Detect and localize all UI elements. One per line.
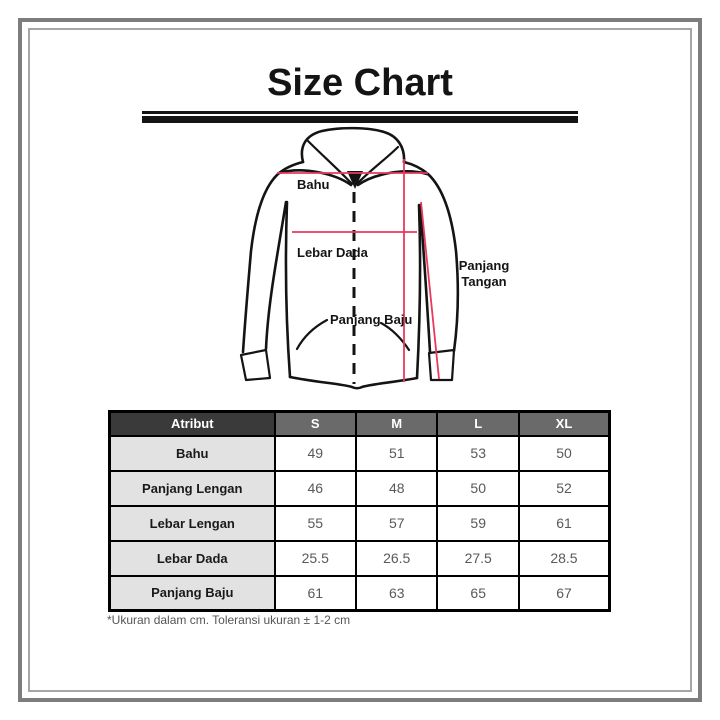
cell-value: 53: [436, 434, 520, 472]
table-header-row: Atribut S M L XL: [108, 410, 611, 437]
label-sleeve-length-line2: Tangan: [461, 274, 506, 289]
title-divider-thin-line: [142, 111, 578, 114]
row-label: Panjang Baju: [108, 574, 276, 612]
cell-value: 48: [354, 469, 439, 507]
cell-value: 57: [354, 504, 439, 542]
header-size-xl: XL: [517, 410, 611, 437]
table-row: Panjang Baju 61 63 65 67: [108, 574, 611, 612]
measurement-tolerance-note: *Ukuran dalam cm. Toleransi ukuran ± 1-2…: [107, 613, 351, 627]
jacket-right-cuff: [427, 348, 456, 382]
cell-value: 55: [273, 504, 357, 542]
cell-value: 25.5: [273, 539, 357, 577]
cell-value: 27.5: [436, 539, 520, 577]
cell-value: 50: [436, 469, 520, 507]
row-label: Panjang Lengan: [108, 469, 276, 507]
cell-value: 49: [273, 434, 357, 472]
cell-value: 59: [436, 504, 520, 542]
row-label: Lebar Lengan: [108, 504, 276, 542]
cell-value: 28.5: [517, 539, 611, 577]
jacket-right-sleeve-outline: [402, 160, 460, 354]
header-size-s: S: [273, 410, 357, 437]
table-row: Lebar Lengan 55 57 59 61: [108, 504, 611, 542]
title-divider: [142, 111, 578, 123]
cell-value: 52: [517, 469, 611, 507]
header-size-m: M: [354, 410, 439, 437]
page-title: Size Chart: [267, 62, 453, 104]
jacket-hood-outline: [300, 126, 406, 164]
cell-value: 67: [517, 574, 611, 612]
table-row: Lebar Dada 25.5 26.5 27.5 28.5: [108, 539, 611, 577]
row-label: Lebar Dada: [108, 539, 276, 577]
row-label: Bahu: [108, 434, 276, 472]
label-chest-width: Lebar Dada: [297, 245, 369, 260]
title-divider-thick-line: [142, 116, 578, 123]
jacket-left-cuff: [239, 348, 272, 382]
jacket-body-outline: [284, 200, 292, 379]
jacket-right-pocket: [379, 321, 411, 352]
cell-value: 50: [517, 434, 611, 472]
label-sleeve-length-line1: Panjang: [459, 258, 510, 273]
header-attribute: Atribut: [108, 410, 276, 437]
zipper-pull-notch: [347, 171, 363, 189]
cell-value: 51: [354, 434, 439, 472]
cell-value: 26.5: [354, 539, 439, 577]
header-size-l: L: [436, 410, 520, 437]
size-table: Atribut S M L XL Bahu 49 51 53 50 Panjan…: [108, 410, 611, 612]
table-row: Panjang Lengan 46 48 50 52: [108, 469, 611, 507]
jacket-hem-outline: [288, 375, 419, 390]
label-shoulder: Bahu: [297, 177, 330, 192]
jacket-left-sleeve-outline: [241, 160, 305, 354]
table-row: Bahu 49 51 53 50: [108, 434, 611, 472]
cell-value: 61: [273, 574, 357, 612]
cell-value: 46: [273, 469, 357, 507]
measure-line-sleeve-length: [420, 201, 440, 380]
cell-value: 61: [517, 504, 611, 542]
jacket-left-pocket: [295, 318, 329, 351]
cell-value: 65: [436, 574, 520, 612]
label-body-length: Panjang Baju: [330, 312, 412, 327]
cell-value: 63: [354, 574, 439, 612]
